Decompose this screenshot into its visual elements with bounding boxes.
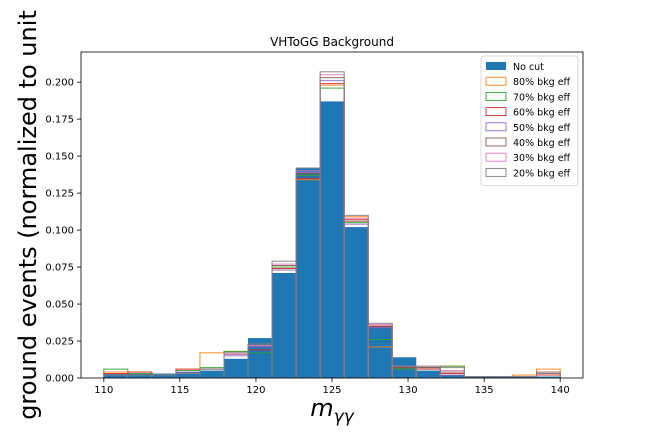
x-axis-label: mγγ bbox=[310, 394, 354, 427]
legend-swatch bbox=[485, 152, 507, 162]
series-0 bbox=[103, 101, 561, 379]
legend-label: 40% bkg eff bbox=[513, 138, 571, 149]
x-axis-ticks: 110 115 120 125 130 135 140 bbox=[94, 378, 570, 396]
bar bbox=[344, 227, 369, 378]
y-tick-label: 0.175 bbox=[45, 115, 74, 126]
legend: No cut 80% bkg eff 70% bkg eff 60% bkg eff 5… bbox=[480, 55, 579, 187]
legend-label: 80% bkg eff bbox=[513, 77, 571, 88]
bar bbox=[320, 101, 345, 379]
legend-swatch bbox=[485, 167, 507, 177]
bar bbox=[248, 338, 273, 378]
chart-title: VHToGG Background bbox=[270, 35, 394, 49]
bar bbox=[272, 272, 297, 378]
bar bbox=[199, 370, 224, 378]
bar bbox=[368, 326, 393, 378]
x-tick-label: 120 bbox=[246, 385, 265, 396]
legend-swatch bbox=[485, 122, 507, 132]
y-tick-label: 0.000 bbox=[45, 374, 74, 385]
y-tick-label: 0.200 bbox=[45, 78, 74, 89]
bar bbox=[512, 376, 537, 378]
x-tick-label: 135 bbox=[475, 385, 494, 396]
y-tick-label: 0.025 bbox=[45, 337, 74, 348]
legend-label: 30% bkg eff bbox=[513, 153, 571, 164]
legend-swatch bbox=[485, 137, 507, 147]
histogram-layer bbox=[103, 71, 561, 379]
legend-swatch bbox=[485, 76, 507, 86]
x-axis-label-sub: γγ bbox=[334, 407, 355, 427]
legend-box bbox=[480, 55, 579, 187]
y-tick-label: 0.100 bbox=[45, 226, 74, 237]
x-tick-label: 115 bbox=[170, 385, 189, 396]
y-axis-ticks: 0.000 0.025 0.050 0.075 0.100 0.125 0.150 0.175… bbox=[45, 78, 81, 385]
legend-swatch bbox=[485, 107, 507, 117]
bar bbox=[103, 373, 128, 378]
bar bbox=[536, 376, 561, 378]
bar bbox=[223, 358, 249, 378]
legend-label: 60% bkg eff bbox=[513, 108, 571, 119]
bar bbox=[440, 375, 465, 378]
y-axis-label: ground events (normalized to unit bbox=[14, 10, 42, 420]
y-tick-label: 0.050 bbox=[45, 300, 74, 311]
bar bbox=[416, 370, 441, 378]
legend-label: 50% bkg eff bbox=[513, 123, 571, 134]
y-tick-label: 0.125 bbox=[45, 189, 74, 200]
bar bbox=[464, 376, 489, 378]
legend-swatch bbox=[485, 91, 507, 101]
bar bbox=[151, 373, 176, 378]
legend-label: 20% bkg eff bbox=[513, 168, 571, 179]
x-tick-label: 110 bbox=[94, 385, 113, 396]
legend-label: No cut bbox=[513, 62, 544, 73]
bar bbox=[488, 376, 513, 378]
y-tick-label: 0.075 bbox=[45, 263, 74, 274]
x-tick-label: 140 bbox=[551, 385, 570, 396]
x-tick-label: 130 bbox=[399, 385, 418, 396]
x-tick-label: 125 bbox=[322, 385, 341, 396]
x-axis-label-base: m bbox=[310, 394, 333, 422]
bar bbox=[296, 167, 321, 378]
legend-label: 70% bkg eff bbox=[513, 92, 571, 103]
y-tick-label: 0.150 bbox=[45, 152, 74, 163]
bar bbox=[175, 372, 200, 378]
legend-swatch bbox=[486, 62, 506, 70]
bar bbox=[127, 373, 152, 378]
